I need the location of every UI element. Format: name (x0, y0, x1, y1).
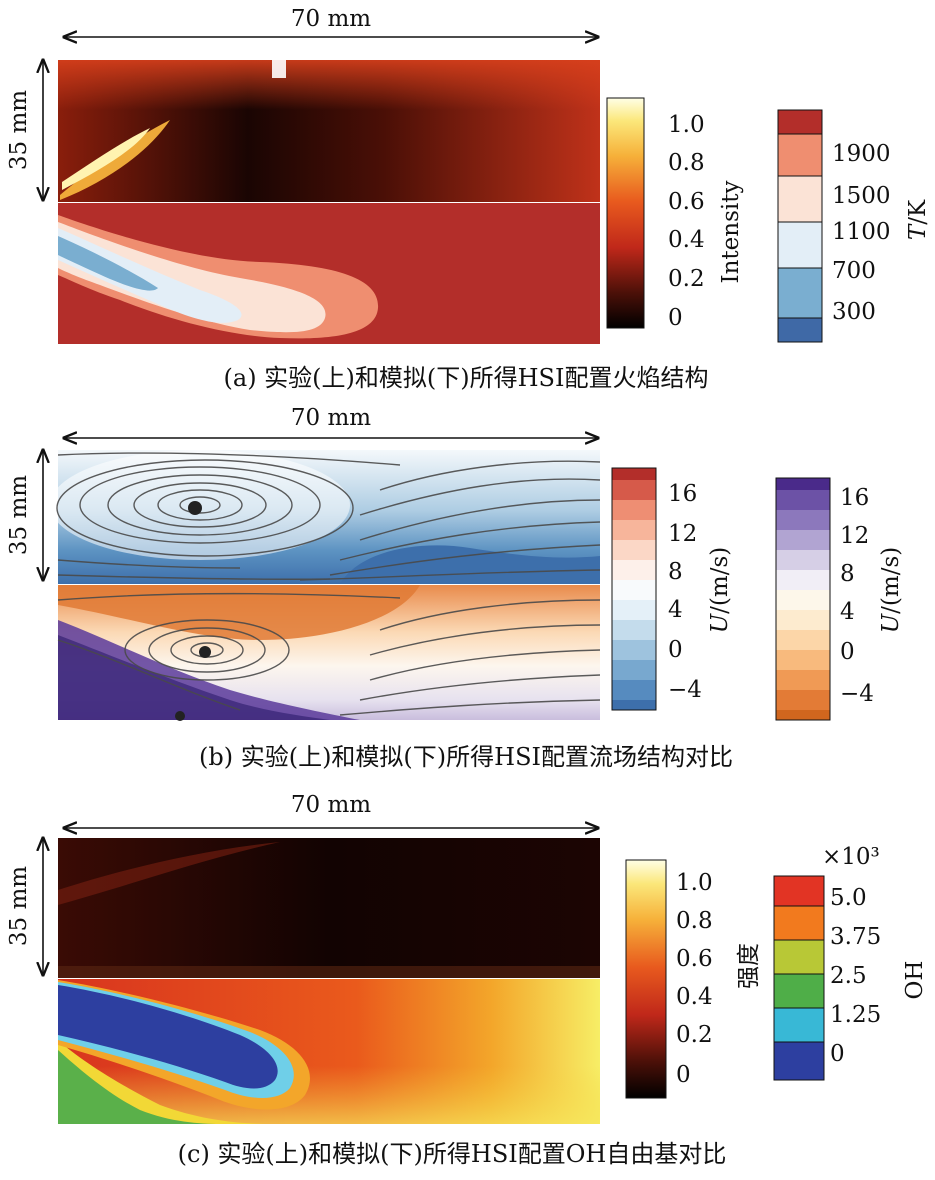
strength-colorbar (625, 859, 667, 1099)
oh-multiplier: ×10³ (822, 844, 880, 870)
caption-b: (b) 实验(上)和模拟(下)所得HSI配置流场结构对比 (199, 743, 733, 771)
temperature-colorbar (777, 109, 823, 343)
oh-tick: 2.5 (830, 963, 867, 989)
simulation-temperature-map (58, 203, 600, 344)
caption-c: (c) 实验(上)和模拟(下)所得HSI配置OH自由基对比 (178, 1140, 727, 1168)
experiment-oh-image (58, 838, 600, 978)
intensity-tick: 0.2 (668, 266, 705, 292)
width-label: 70 mm (291, 405, 371, 431)
width-label: 70 mm (291, 6, 371, 32)
exp-u-tick: −4 (668, 677, 702, 703)
intensity-colorbar (606, 97, 645, 329)
strength-tick: 0 (676, 1062, 691, 1088)
exp-u-tick: 16 (668, 481, 697, 507)
intensity-label: Intensity (718, 181, 744, 284)
intensity-tick: 1.0 (668, 112, 705, 138)
strength-tick: 0.4 (676, 984, 713, 1010)
experiment-velocity-map (50, 450, 601, 584)
intensity-tick: 0 (668, 305, 683, 331)
width-label: 70 mm (291, 792, 371, 818)
height-label: 35 mm (6, 475, 32, 555)
exp-u-tick: 0 (668, 637, 683, 663)
sim-u-tick: 4 (840, 599, 855, 625)
temp-tick: 1900 (832, 141, 891, 167)
experiment-flame-image (58, 60, 600, 202)
sim-u-tick: −4 (840, 681, 874, 707)
temp-tick: 1100 (832, 219, 891, 245)
simulation-velocity-map (57, 585, 601, 721)
intensity-tick: 0.8 (668, 150, 705, 176)
strength-tick: 1.0 (676, 870, 713, 896)
caption-a: (a) 实验(上)和模拟(下)所得HSI配置火焰结构 (224, 364, 709, 392)
oh-tick: 0 (830, 1041, 845, 1067)
sim-u-tick: 12 (840, 523, 869, 549)
exp-u-tick: 12 (668, 521, 697, 547)
sim-u-tick: 0 (840, 639, 855, 665)
temp-label: T/K (905, 199, 931, 240)
panel-c: 70 mm 35 mm 1.0 0.8 0.6 0.4 0.2 0 强度 (6, 792, 928, 1168)
oh-colorbar (773, 875, 825, 1081)
intensity-tick: 0.6 (668, 189, 705, 215)
intensity-tick: 0.4 (668, 227, 705, 253)
oh-tick: 5.0 (830, 885, 867, 911)
sim-u-tick: 8 (840, 561, 855, 587)
exp-u-tick: 8 (668, 559, 683, 585)
panel-b: 70 mm 35 mm (6, 405, 904, 771)
strength-tick: 0.2 (676, 1022, 713, 1048)
panel-a: 70 mm 35 mm 1.0 0.8 0.6 0.4 0.2 0 Intens… (6, 6, 931, 392)
oh-tick: 1.25 (830, 1002, 881, 1028)
strength-tick: 0.8 (676, 908, 713, 934)
exp-u-label: U/(m/s) (707, 547, 733, 633)
simulation-velocity-colorbar (775, 477, 831, 721)
height-label: 35 mm (6, 866, 32, 946)
strength-tick: 0.6 (676, 946, 713, 972)
experiment-velocity-colorbar (611, 467, 657, 711)
oh-tick: 3.75 (830, 924, 881, 950)
sim-u-tick: 16 (840, 485, 869, 511)
exp-u-tick: 4 (668, 597, 683, 623)
height-label: 35 mm (6, 90, 32, 170)
temp-tick: 300 (832, 299, 876, 325)
temp-tick: 1500 (832, 183, 891, 209)
temp-tick: 700 (832, 258, 876, 284)
strength-label: 强度 (736, 943, 762, 989)
simulation-oh-map (58, 979, 600, 1124)
sim-u-label: U/(m/s) (878, 547, 904, 633)
oh-label: OH (902, 961, 928, 1000)
